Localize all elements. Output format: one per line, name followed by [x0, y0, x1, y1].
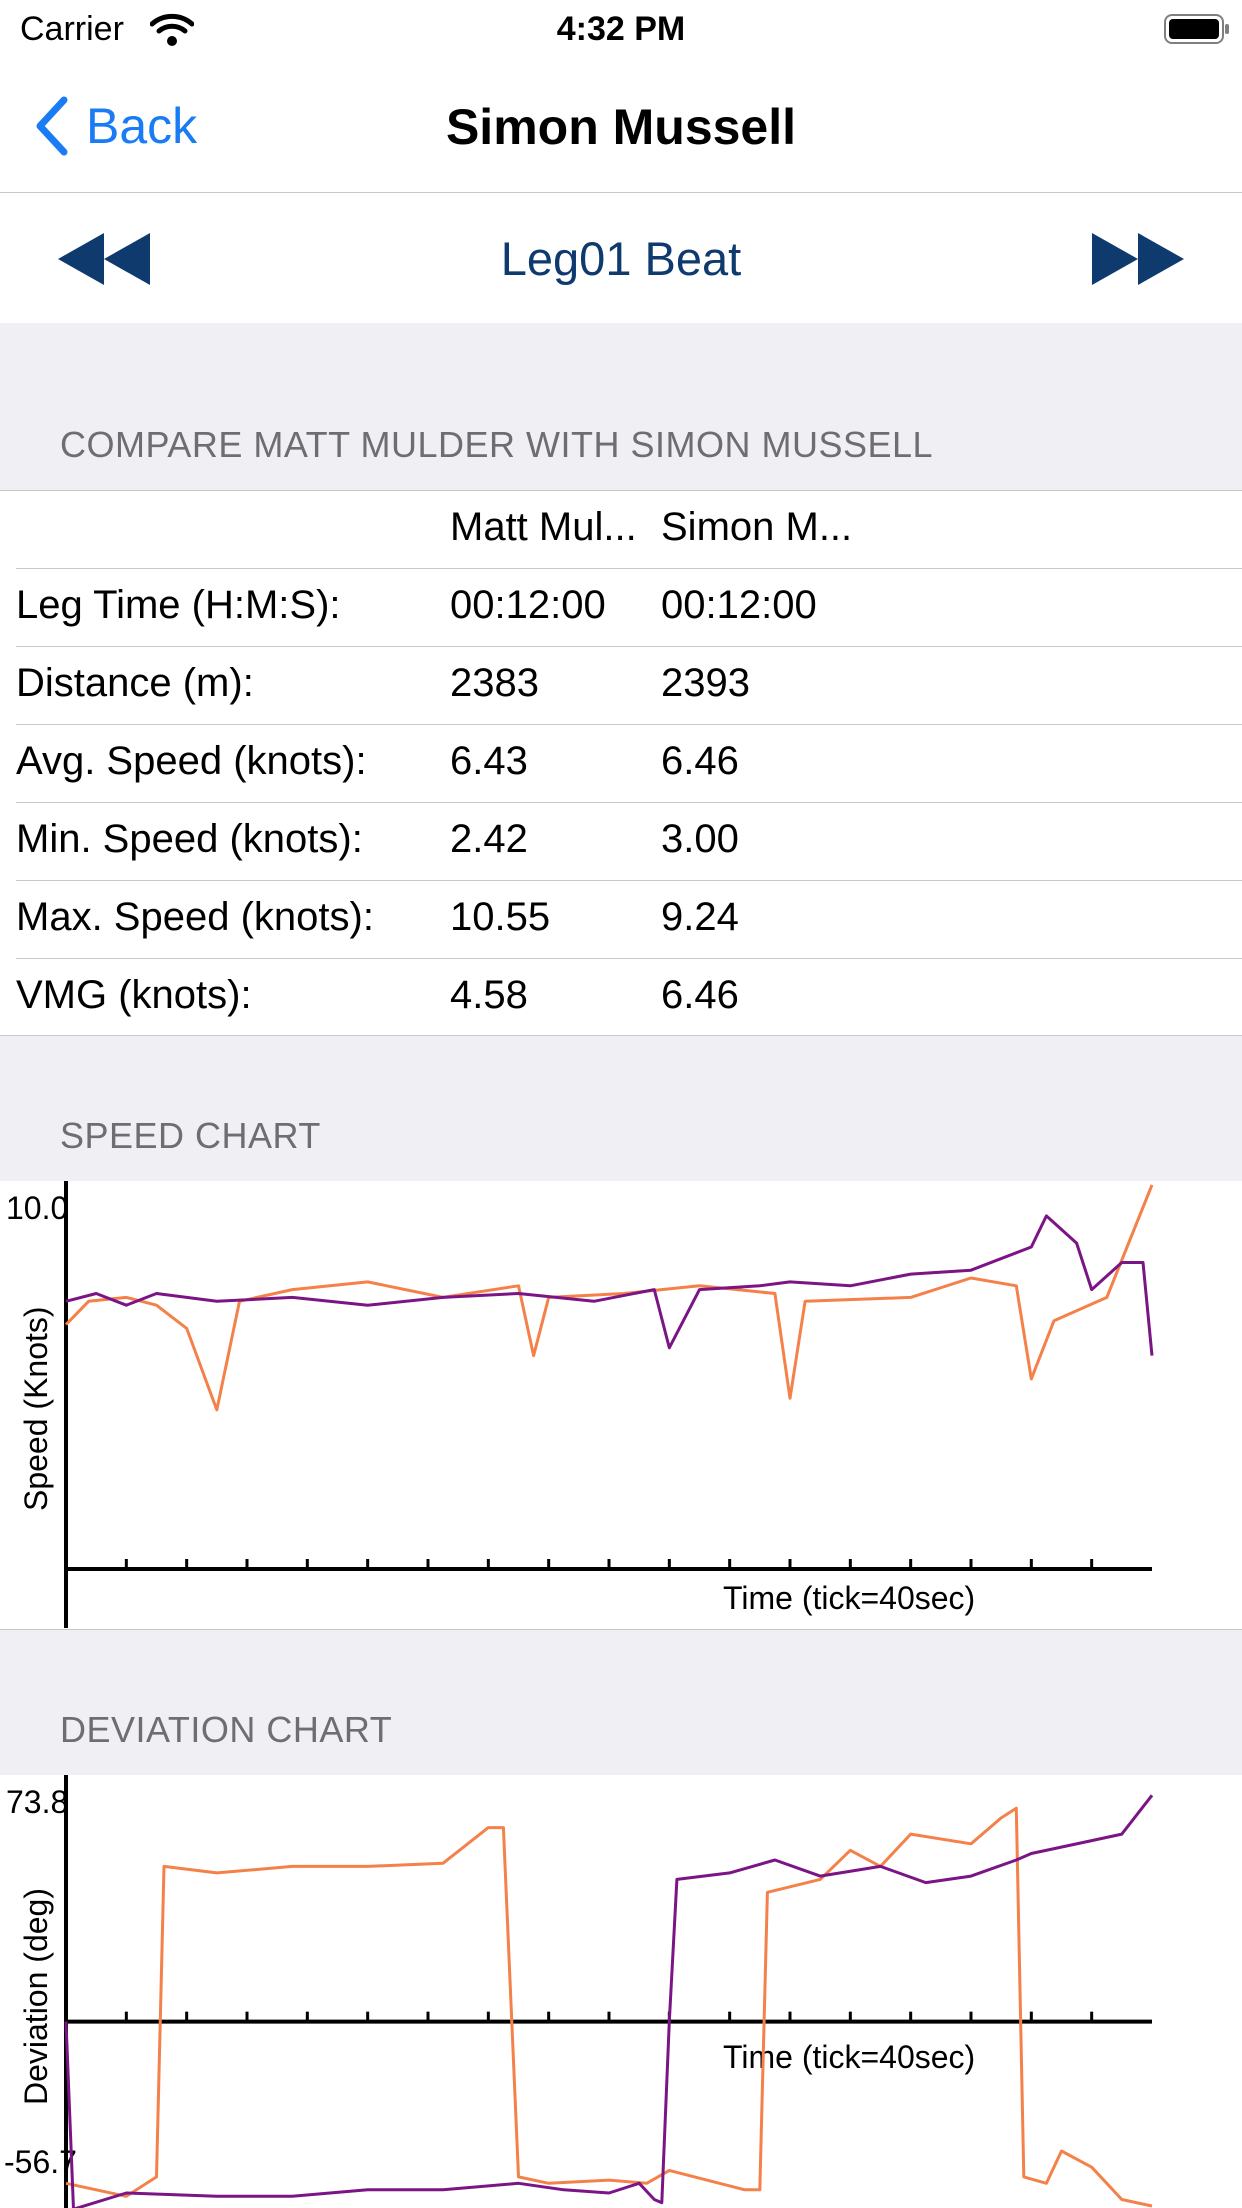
table-row: Avg. Speed (knots): 6.43 6.46 [0, 725, 1242, 803]
y-max-label: 73.8 [6, 1784, 68, 1820]
row-value-b: 9.24 [661, 895, 739, 939]
deviation-chart-svg: 73.8 -56.7 Deviation (deg) Time (tick=40… [4, 1775, 1154, 2208]
series-line-1 [65, 1214, 1154, 1356]
series-line-1 [64, 1794, 1154, 2208]
row-value-b: 00:12:00 [661, 583, 817, 627]
back-button[interactable]: Back [34, 94, 197, 158]
deviation-chart: 73.8 -56.7 Deviation (deg) Time (tick=40… [0, 1775, 1242, 2208]
y-axis-label: Speed (Knots) [18, 1306, 54, 1511]
row-divider [16, 958, 1242, 959]
compare-header-label: COMPARE MATT MULDER WITH SIMON MUSSELL [60, 424, 934, 465]
y-max-label: 10.0 [6, 1190, 68, 1226]
column-header: Simon M... [661, 505, 853, 549]
leg-title: Leg01 Beat [500, 232, 742, 285]
speed-chart-svg: 10.0 Speed (Knots) Time (tick=40sec) [6, 1181, 1154, 1628]
speed-chart-header-label: SPEED CHART [60, 1115, 321, 1156]
leg-selector: Leg01 Beat [0, 193, 1242, 323]
page-title: Simon Mussell [445, 99, 797, 155]
deviation-chart-header-label: DEVIATION CHART [60, 1709, 393, 1750]
row-label: Avg. Speed (knots): [16, 739, 367, 783]
y-axis-label: Deviation (deg) [18, 1888, 54, 2105]
back-button-label: Back [86, 98, 198, 154]
row-value-a: 00:12:00 [450, 583, 606, 627]
row-value-a: 6.43 [450, 739, 528, 783]
row-label: Min. Speed (knots): [16, 817, 363, 861]
table-row: VMG (knots): 4.58 6.46 [0, 959, 1242, 1037]
table-row: Max. Speed (knots): 10.55 9.24 [0, 881, 1242, 959]
battery-icon [1164, 14, 1229, 44]
row-label: Distance (m): [16, 661, 254, 705]
row-value-b: 6.46 [661, 973, 739, 1017]
row-divider [16, 802, 1242, 803]
navigation-bar: Back Simon Mussell [0, 64, 1242, 193]
rewind-icon[interactable] [58, 233, 150, 285]
fast-forward-icon[interactable] [1092, 233, 1184, 285]
row-divider [16, 724, 1242, 725]
row-label: VMG (knots): [16, 973, 252, 1017]
status-time: 4:32 PM [556, 10, 686, 48]
row-value-a: 4.58 [450, 973, 528, 1017]
compare-section-header: COMPARE MATT MULDER WITH SIMON MUSSELL [0, 323, 1242, 491]
speed-chart-header: SPEED CHART [0, 1035, 1242, 1182]
speed-chart: 10.0 Speed (Knots) Time (tick=40sec) [0, 1181, 1242, 1628]
x-axis-label: Time (tick=40sec) [723, 2039, 975, 2075]
row-value-b: 6.46 [661, 739, 739, 783]
x-axis-label: Time (tick=40sec) [723, 1580, 975, 1616]
comparison-table: Matt Mul... Simon M... Leg Time (H:M:S):… [0, 491, 1242, 1037]
table-header-row: Matt Mul... Simon M... [0, 491, 1242, 569]
row-value-a: 2.42 [450, 817, 528, 861]
column-header: Matt Mul... [450, 505, 637, 549]
row-value-a: 10.55 [450, 895, 551, 939]
row-label: Leg Time (H:M:S): [16, 583, 341, 627]
row-divider [16, 568, 1242, 569]
carrier-label: Carrier [20, 10, 124, 48]
table-row: Leg Time (H:M:S): 00:12:00 00:12:00 [0, 569, 1242, 647]
row-value-b: 2393 [661, 661, 750, 705]
row-divider [16, 646, 1242, 647]
chevron-left-icon [36, 96, 68, 156]
status-bar: Carrier 4:32 PM [0, 0, 1242, 64]
row-value-b: 3.00 [661, 817, 739, 861]
row-label: Max. Speed (knots): [16, 895, 374, 939]
row-divider [16, 880, 1242, 881]
table-row: Distance (m): 2383 2393 [0, 647, 1242, 725]
wifi-icon [150, 13, 194, 46]
series-line-0 [65, 1806, 1153, 2208]
deviation-chart-header: DEVIATION CHART [0, 1629, 1242, 1776]
row-value-a: 2383 [450, 661, 539, 705]
table-row: Min. Speed (knots): 2.42 3.00 [0, 803, 1242, 881]
